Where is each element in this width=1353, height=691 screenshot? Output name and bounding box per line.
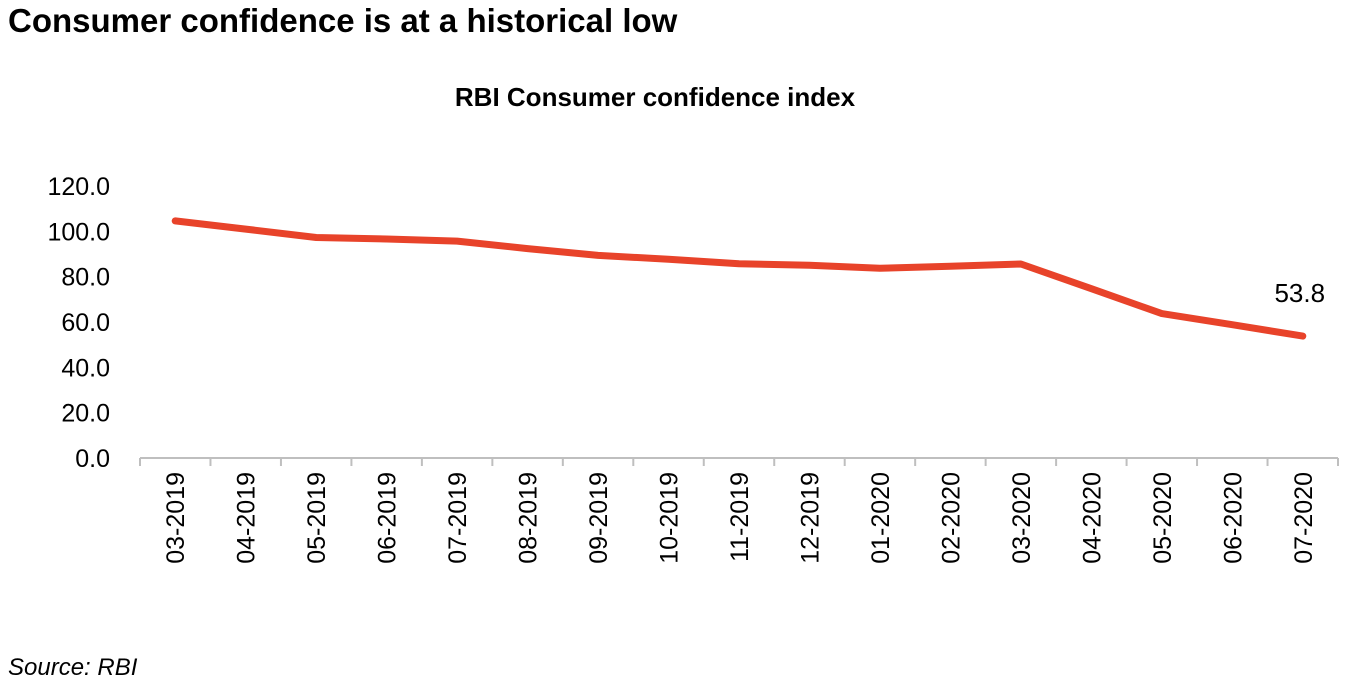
x-tick-label: 08-2019 — [515, 472, 543, 564]
x-tick-label: 06-2020 — [1219, 472, 1247, 564]
x-tick-label: 09-2019 — [585, 472, 613, 564]
headline: Consumer confidence is at a historical l… — [8, 2, 678, 39]
series-line — [171, 217, 1307, 340]
y-tick-label: 80.0 — [61, 264, 110, 292]
y-tick-label: 20.0 — [61, 400, 110, 428]
x-tick-label: 04-2019 — [233, 472, 261, 564]
x-tick-label: 05-2020 — [1149, 472, 1177, 564]
x-tick-label: 11-2019 — [726, 472, 754, 562]
x-tick-label: 10-2019 — [656, 472, 684, 564]
x-tick-label: 05-2019 — [303, 472, 331, 564]
x-tick-label: 01-2020 — [867, 472, 895, 564]
x-tick-label: 06-2019 — [374, 472, 402, 564]
y-tick-label: 100.0 — [47, 218, 110, 246]
y-tick-label: 40.0 — [61, 354, 110, 382]
x-tick-label: 03-2020 — [1008, 472, 1036, 564]
data-label: 53.8 — [1274, 278, 1325, 308]
x-tick-label: 04-2020 — [1078, 472, 1106, 564]
x-tick-label: 03-2019 — [162, 472, 190, 564]
line-chart: 0.0 20.0 40.0 60.0 80.0 100.0 120.0 03-2019 04-… — [47, 173, 1339, 564]
y-axis-ticks: 0.0 20.0 40.0 60.0 80.0 100.0 120.0 — [47, 173, 110, 473]
chart-title: RBI Consumer confidence index — [454, 82, 856, 112]
x-tick-label: 07-2019 — [444, 472, 472, 564]
data-labels: 53.8 — [1274, 278, 1325, 308]
x-tick-label: 07-2020 — [1290, 472, 1318, 564]
y-tick-label: 0.0 — [75, 445, 110, 473]
source-note: Source: RBI — [8, 654, 138, 681]
x-tick-label: 02-2020 — [937, 472, 965, 564]
y-tick-label: 60.0 — [61, 309, 110, 337]
series — [171, 217, 1307, 340]
y-tick-label: 120.0 — [47, 173, 110, 201]
x-tick-label: 12-2019 — [796, 472, 824, 564]
axes — [139, 457, 1339, 466]
x-axis-ticks: 03-2019 04-2019 05-2019 06-2019 07-2019 08-20… — [162, 472, 1318, 564]
